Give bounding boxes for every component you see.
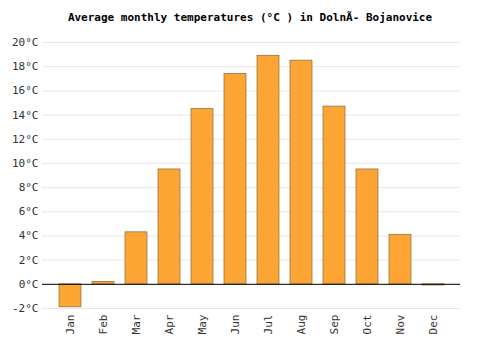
svg-text:4°C: 4°C xyxy=(19,229,39,242)
svg-text:Oct: Oct xyxy=(361,315,374,335)
svg-text:Jun: Jun xyxy=(229,315,242,335)
svg-text:Dec: Dec xyxy=(427,315,440,335)
svg-text:10°C: 10°C xyxy=(12,157,39,170)
svg-text:8°C: 8°C xyxy=(19,181,39,194)
svg-text:0°C: 0°C xyxy=(19,278,39,291)
svg-text:Feb: Feb xyxy=(97,315,110,335)
svg-text:Jul: Jul xyxy=(262,315,275,335)
svg-text:Nov: Nov xyxy=(394,314,407,334)
svg-text:Mar: Mar xyxy=(130,314,143,334)
svg-text:6°C: 6°C xyxy=(19,205,39,218)
svg-text:16°C: 16°C xyxy=(12,84,39,97)
svg-text:Jan: Jan xyxy=(64,315,77,335)
svg-text:2°C: 2°C xyxy=(19,254,39,267)
svg-text:20°C: 20°C xyxy=(12,36,39,49)
svg-text:14°C: 14°C xyxy=(12,109,39,122)
svg-text:-2°C: -2°C xyxy=(12,302,39,315)
svg-text:18°C: 18°C xyxy=(12,60,39,73)
svg-text:Aug: Aug xyxy=(295,315,308,335)
svg-text:12°C: 12°C xyxy=(12,133,39,146)
svg-text:May: May xyxy=(196,314,209,334)
svg-text:Sep: Sep xyxy=(328,315,341,335)
svg-text:Apr: Apr xyxy=(163,314,176,334)
html-text:Average monthly temperatures (: Average monthly temperatures (°C ) in Do… xyxy=(67,11,433,24)
